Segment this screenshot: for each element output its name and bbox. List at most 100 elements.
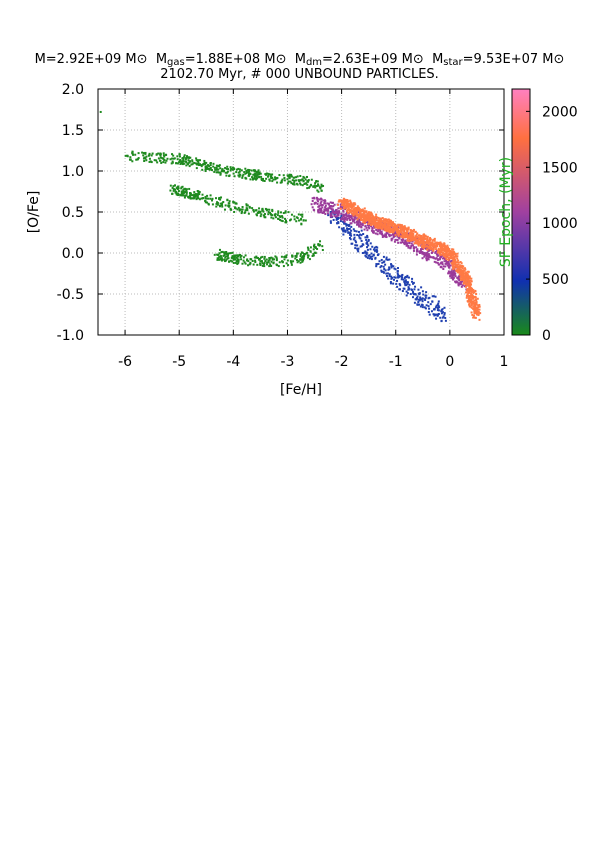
- scatter-point: [340, 212, 343, 215]
- scatter-point: [301, 255, 304, 258]
- scatter-point: [429, 248, 432, 251]
- scatter-point: [324, 204, 327, 207]
- y-tick-label: 0.0: [62, 246, 84, 262]
- scatter-point: [430, 242, 433, 245]
- scatter-point: [439, 245, 442, 248]
- scatter-point: [363, 251, 366, 254]
- scatter-point: [306, 251, 309, 254]
- scatter-point: [137, 152, 140, 155]
- scatter-point: [458, 277, 461, 280]
- scatter-point: [344, 230, 347, 233]
- scatter-point: [422, 251, 425, 254]
- scatter-point: [264, 260, 267, 263]
- scatter-point: [274, 216, 277, 219]
- scatter-point: [441, 316, 444, 319]
- scatter-point: [381, 222, 384, 225]
- scatter-point: [178, 153, 181, 156]
- scatter-point: [415, 242, 418, 245]
- scatter-point: [445, 246, 448, 249]
- scatter-point: [470, 287, 473, 290]
- scatter-point: [228, 252, 231, 255]
- x-tick-label: -6: [118, 354, 132, 370]
- scatter-point: [436, 261, 439, 264]
- scatter-point: [246, 209, 249, 212]
- scatter-point: [364, 225, 367, 228]
- scatter-point: [444, 262, 447, 265]
- scatter-point: [204, 170, 207, 173]
- scatter-point: [365, 252, 368, 255]
- scatter-point: [374, 221, 377, 224]
- scatter-point: [312, 248, 315, 251]
- scatter-point: [406, 239, 409, 242]
- scatter-point: [407, 244, 410, 247]
- scatter-point: [282, 174, 285, 177]
- scatter-point: [336, 214, 339, 217]
- scatter-point: [472, 301, 475, 304]
- scatter-point: [448, 266, 451, 269]
- scatter-point: [340, 227, 343, 230]
- scatter-point: [407, 235, 410, 238]
- scatter-point: [288, 175, 291, 178]
- scatter-point: [372, 253, 375, 256]
- scatter-point: [197, 161, 200, 164]
- scatter-point: [253, 176, 256, 179]
- scatter-point: [363, 228, 366, 231]
- scatter-point: [327, 214, 330, 217]
- sun-symbol-icon: ⊙: [412, 52, 424, 67]
- scatter-point: [169, 184, 172, 187]
- scatter-point: [188, 165, 191, 168]
- scatter-point: [237, 254, 240, 257]
- scatter-point: [222, 251, 225, 254]
- scatter-point: [279, 211, 282, 214]
- scatter-point: [281, 215, 284, 218]
- scatter-point: [405, 227, 408, 230]
- scatter-point: [195, 157, 198, 160]
- scatter-point: [342, 227, 345, 230]
- scatter-point: [350, 212, 353, 215]
- scatter-point: [421, 297, 424, 300]
- grid-lines: [98, 88, 505, 336]
- scatter-point: [384, 226, 387, 229]
- scatter-point: [381, 225, 384, 228]
- scatter-point: [174, 188, 177, 191]
- scatter-point: [342, 209, 345, 212]
- scatter-point: [362, 221, 365, 224]
- scatter-point: [403, 228, 406, 231]
- scatter-point: [328, 206, 331, 209]
- scatter-point: [355, 244, 358, 247]
- scatter-point: [142, 152, 145, 155]
- scatter-point: [374, 219, 377, 222]
- scatter-point: [460, 271, 463, 274]
- scatter-point: [369, 216, 372, 219]
- x-tick-label: 1: [500, 354, 509, 370]
- scatter-point: [468, 298, 471, 301]
- scatter-point: [221, 168, 224, 171]
- scatter-point: [396, 285, 399, 288]
- scatter-point: [356, 218, 359, 221]
- scatter-point: [435, 304, 438, 307]
- scatter-point: [444, 248, 447, 251]
- colorbar-tick-label: 1000: [542, 216, 578, 232]
- scatter-point: [451, 263, 454, 266]
- scatter-point: [447, 272, 450, 275]
- scatter-point: [193, 196, 196, 199]
- scatter-point: [189, 196, 192, 199]
- scatter-point: [271, 173, 274, 176]
- scatter-point: [317, 184, 320, 187]
- scatter-point: [316, 202, 319, 205]
- scatter-point: [472, 316, 475, 319]
- colorbar: [511, 88, 531, 336]
- scatter-point: [326, 202, 329, 205]
- scatter-point: [375, 263, 378, 266]
- scatter-point: [372, 222, 375, 225]
- scatter-point: [409, 233, 412, 236]
- scatter-point: [329, 214, 332, 217]
- scatter-point: [445, 258, 448, 261]
- scatter-point: [388, 221, 391, 224]
- scatter-point: [242, 256, 245, 259]
- scatter-point: [474, 295, 477, 298]
- scatter-point: [339, 200, 342, 203]
- scatter-point: [407, 288, 410, 291]
- scatter-point: [180, 186, 183, 189]
- scatter-point: [145, 159, 148, 162]
